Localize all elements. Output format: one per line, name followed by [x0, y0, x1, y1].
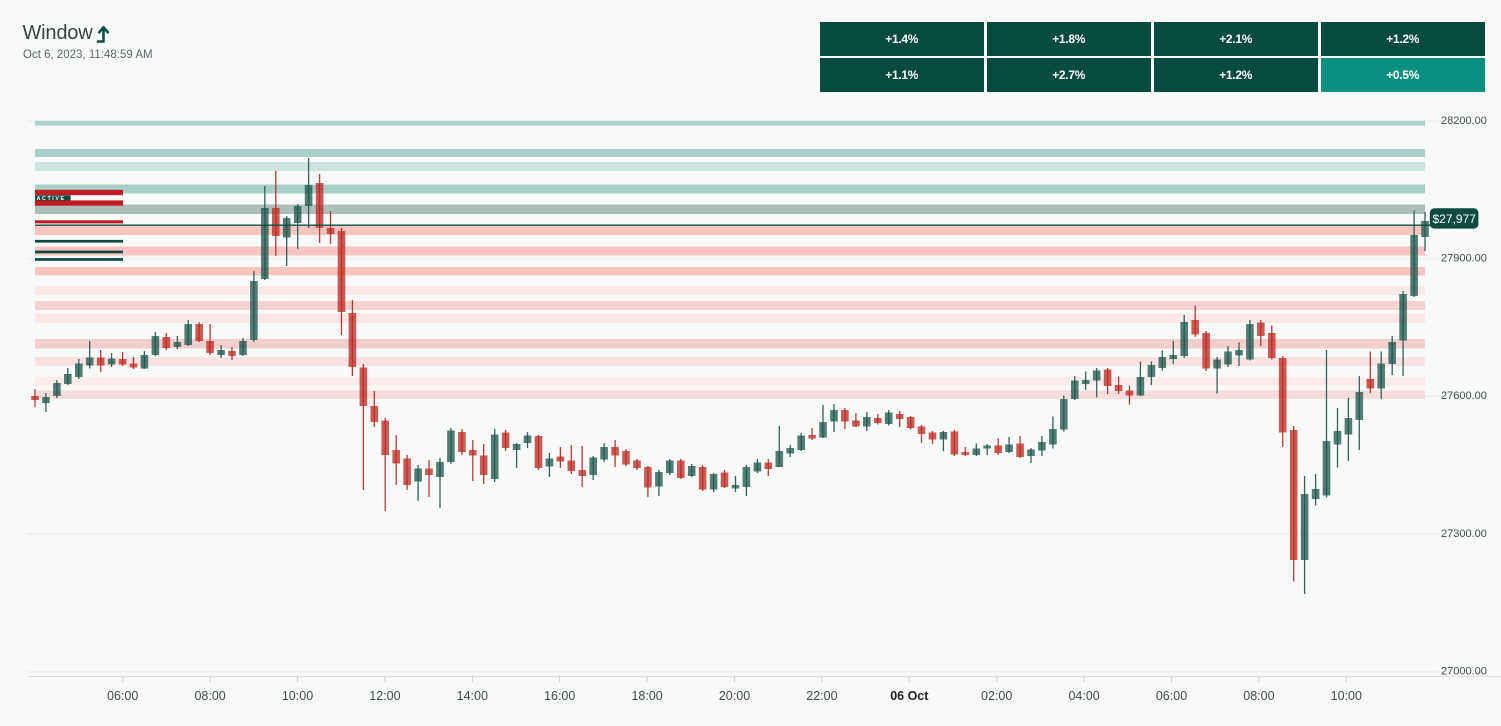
- svg-text:27900.00: 27900.00: [1441, 253, 1487, 265]
- svg-text:27600.00: 27600.00: [1441, 390, 1487, 402]
- svg-text:06 Oct: 06 Oct: [890, 689, 929, 703]
- svg-text:22:00: 22:00: [806, 689, 837, 703]
- svg-text:27000.00: 27000.00: [1441, 666, 1487, 678]
- svg-text:28200.00: 28200.00: [1441, 115, 1487, 127]
- svg-text:14:00: 14:00: [457, 689, 488, 703]
- svg-text:08:00: 08:00: [194, 689, 225, 703]
- svg-text:16:00: 16:00: [544, 689, 575, 703]
- svg-text:12:00: 12:00: [369, 689, 400, 703]
- svg-text:10:00: 10:00: [1331, 689, 1362, 703]
- svg-text:06:00: 06:00: [1156, 689, 1187, 703]
- svg-text:04:00: 04:00: [1068, 689, 1099, 703]
- svg-text:27300.00: 27300.00: [1441, 528, 1487, 540]
- svg-text:06:00: 06:00: [107, 689, 138, 703]
- svg-text:$27,977: $27,977: [1433, 212, 1477, 226]
- svg-text:18:00: 18:00: [631, 689, 662, 703]
- svg-text:ACTIVE: ACTIVE: [37, 196, 66, 202]
- svg-text:10:00: 10:00: [282, 689, 313, 703]
- svg-text:20:00: 20:00: [719, 689, 750, 703]
- svg-text:02:00: 02:00: [981, 689, 1012, 703]
- svg-text:08:00: 08:00: [1243, 689, 1274, 703]
